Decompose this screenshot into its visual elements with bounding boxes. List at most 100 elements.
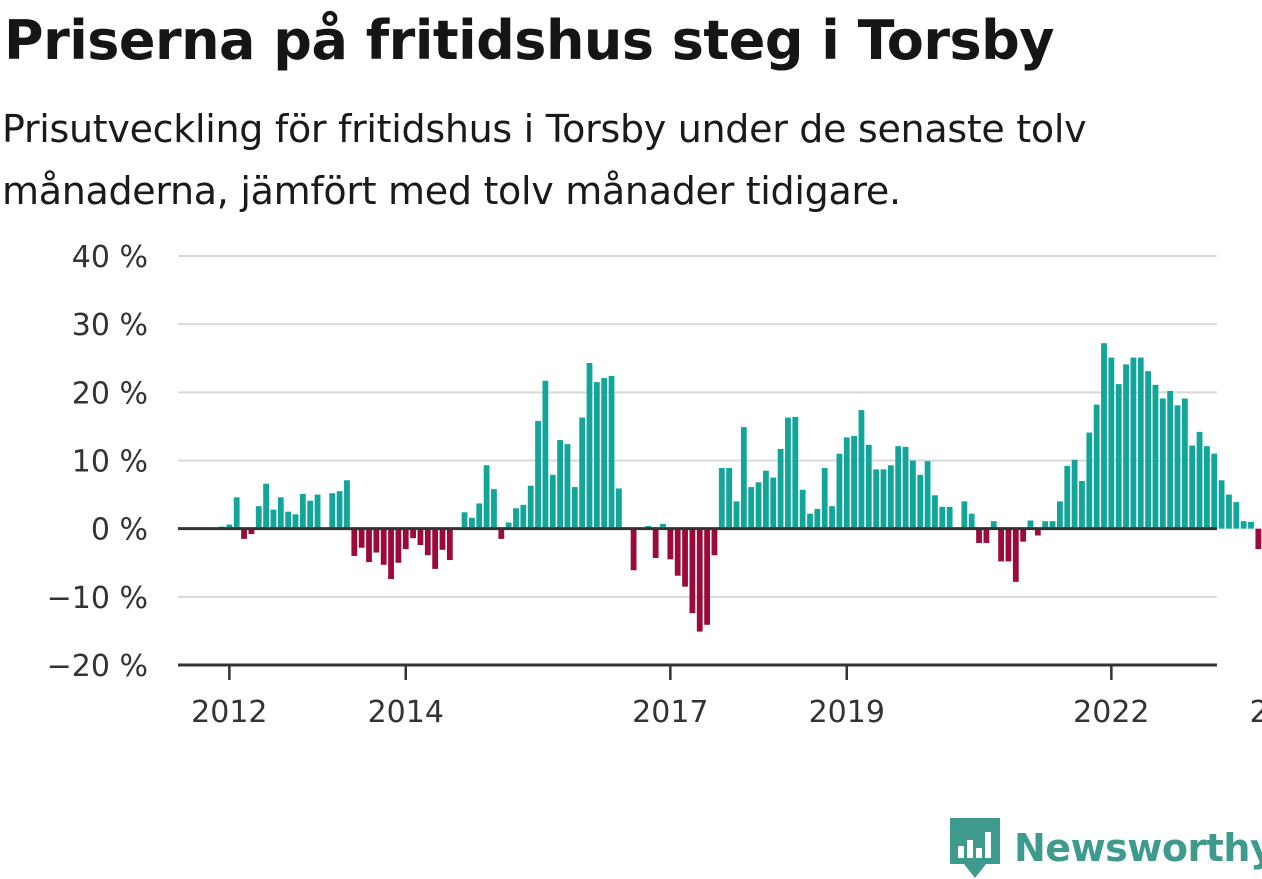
y-axis-ticks: −20 % −10 % 0 % 10 % 20 % 30 % 40 % (47, 240, 148, 684)
bar (887, 465, 894, 529)
bar (1152, 384, 1159, 529)
bar (579, 417, 586, 529)
bar (329, 493, 336, 529)
x-tick-label: 2017 (632, 695, 708, 730)
bar (380, 528, 387, 565)
bar (917, 474, 924, 529)
bar (1196, 431, 1203, 529)
bar (630, 528, 637, 571)
bar (285, 511, 292, 529)
bar (446, 528, 453, 561)
bar (667, 528, 674, 560)
bar (1130, 357, 1137, 529)
x-tick-label: 2024 (1250, 695, 1262, 730)
y-tick-label: 40 % (72, 240, 148, 275)
bar (557, 440, 563, 529)
y-tick-label: −10 % (47, 581, 148, 616)
bar (513, 508, 519, 529)
bar (1005, 528, 1012, 562)
bar (1145, 371, 1151, 529)
bar (777, 448, 784, 529)
bar (498, 528, 505, 539)
bar (1115, 384, 1122, 529)
bar (1189, 445, 1196, 529)
bar (461, 512, 468, 529)
bar (1248, 521, 1254, 529)
bar (292, 514, 299, 529)
bar (660, 523, 666, 529)
bar (476, 503, 483, 529)
y-tick-label: 30 % (72, 308, 148, 343)
bar (351, 528, 358, 556)
bar (608, 375, 615, 529)
bar (829, 506, 835, 529)
y-tick-label: 10 % (72, 445, 148, 480)
bar (961, 501, 968, 529)
bar (858, 410, 865, 529)
bar (491, 489, 497, 529)
bar (1240, 521, 1247, 529)
x-tick-label: 2014 (368, 695, 444, 730)
bar (469, 517, 475, 529)
bar (564, 444, 571, 529)
bar (983, 528, 990, 543)
bar (1174, 405, 1181, 529)
bar (726, 468, 733, 529)
bar (682, 528, 688, 587)
bar (1093, 404, 1100, 529)
bar (696, 528, 703, 632)
bar (755, 482, 762, 529)
newsworthy-brand: Newsworthy (950, 818, 1262, 878)
bar (836, 453, 843, 529)
bar (763, 470, 769, 529)
bar (946, 506, 953, 529)
x-tick-label: 2019 (809, 695, 885, 730)
y-tick-label: 0 % (91, 513, 148, 548)
bar (299, 493, 306, 529)
bar (424, 528, 431, 556)
bar (1064, 465, 1071, 529)
bar (1181, 398, 1188, 529)
bar (1137, 357, 1144, 529)
bar (1108, 357, 1115, 529)
bar (535, 420, 541, 529)
bar (1027, 520, 1034, 529)
bar (263, 483, 269, 529)
bar (932, 495, 938, 529)
bar (314, 494, 321, 529)
bar (1020, 528, 1027, 542)
bar (1233, 502, 1240, 529)
bar (843, 437, 850, 529)
x-axis-ticks: 2012 2014 2017 2019 2022 2024 (191, 665, 1262, 730)
bar (542, 380, 549, 529)
bar (395, 528, 402, 563)
bar (785, 417, 791, 529)
bar (1034, 528, 1041, 536)
bar (307, 500, 314, 529)
chart-title: Priserna på fritidshus steg i Torsby (4, 9, 1055, 72)
bar (241, 528, 247, 539)
bar (388, 528, 394, 580)
gridlines (178, 255, 1217, 598)
bar (358, 528, 365, 548)
x-tick-label: 2022 (1073, 695, 1149, 730)
bar (902, 446, 909, 529)
bar (1012, 528, 1019, 582)
bar (601, 378, 608, 529)
bar (1226, 494, 1232, 529)
bar (248, 528, 255, 535)
bar (226, 524, 233, 529)
bar (990, 521, 997, 529)
bar (1159, 398, 1166, 529)
bar (571, 487, 578, 529)
bar (821, 468, 828, 529)
bar (1218, 480, 1225, 529)
bars (219, 343, 1262, 632)
bar (873, 469, 880, 529)
bar (733, 501, 740, 529)
bar (704, 528, 710, 625)
bar (402, 528, 409, 550)
bar (1042, 521, 1049, 529)
bar (1079, 480, 1085, 529)
